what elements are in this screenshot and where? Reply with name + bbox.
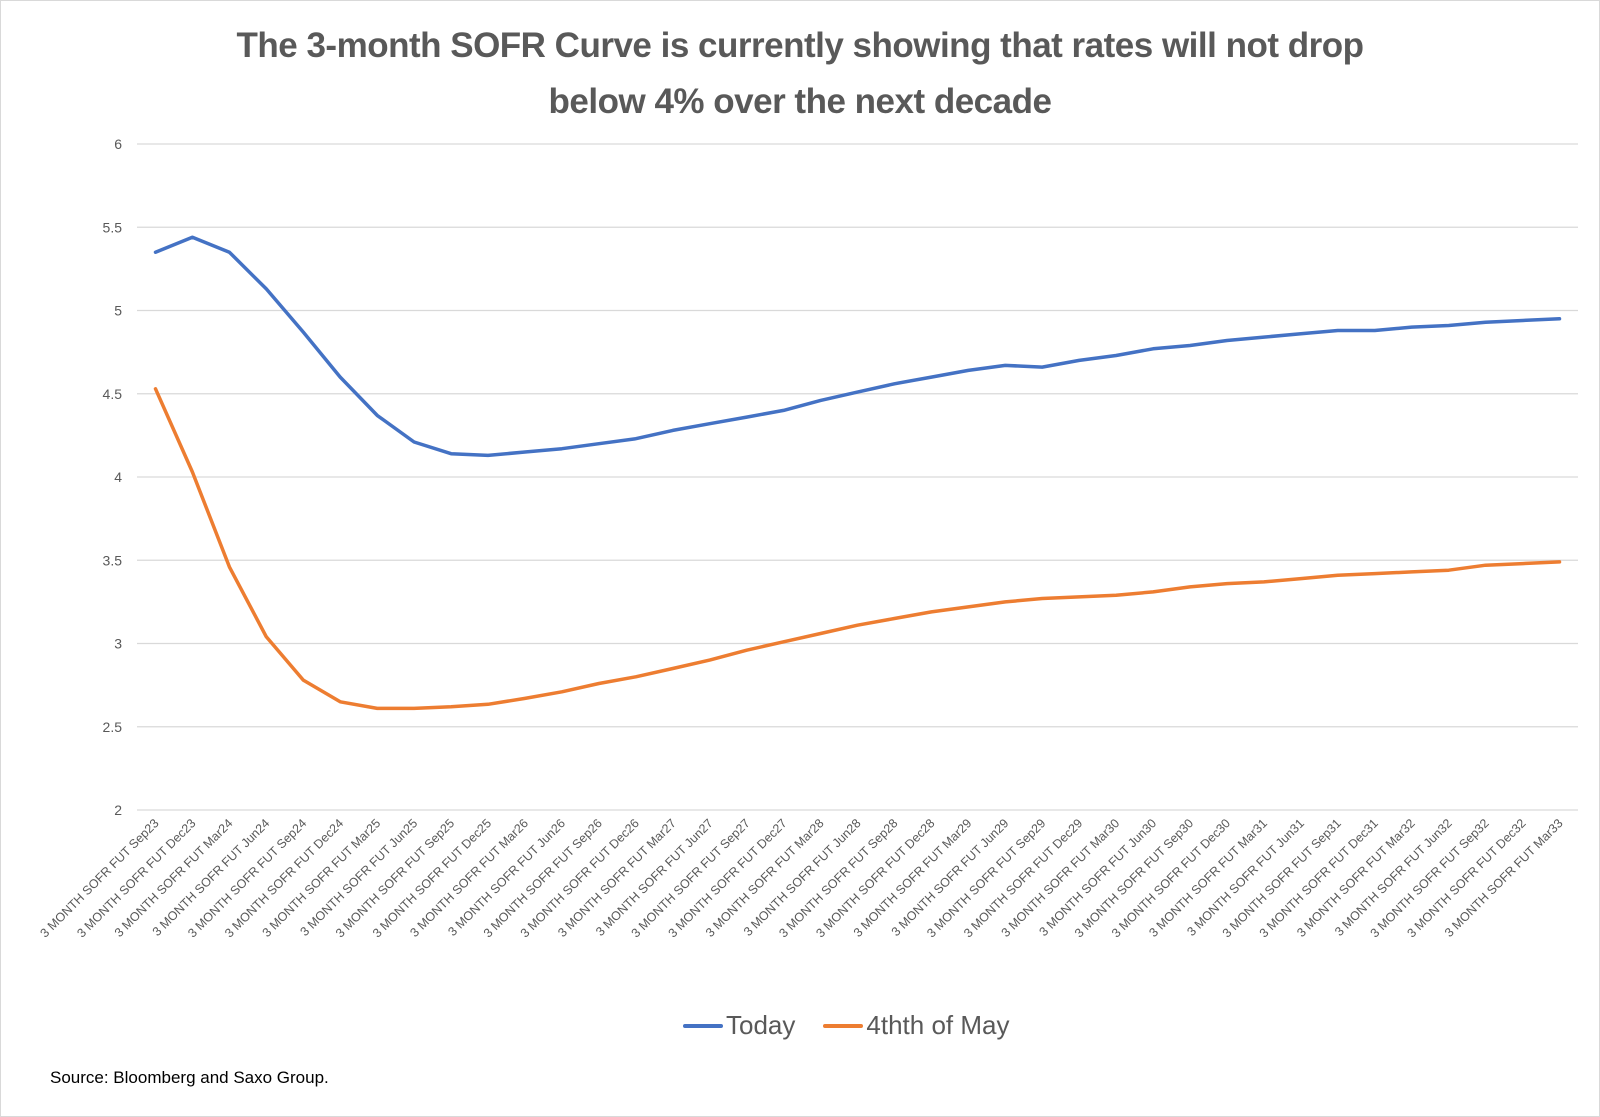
- y-tick-label: 4.5: [103, 386, 123, 402]
- y-tick-label: 2.5: [103, 719, 123, 735]
- y-tick-label: 3: [114, 636, 122, 652]
- source-note: Source: Bloomberg and Saxo Group.: [50, 1068, 329, 1087]
- line-chart: 2 2.5 3 3.5 4 4.5 5 5.5 6 3 MONTH SOFR FUT Sep23…: [37, 136, 1578, 940]
- legend-label-4th-of-may: 4thth of May: [866, 1010, 1010, 1040]
- y-tick-label: 6: [114, 136, 122, 152]
- gridlines: [137, 143, 1578, 811]
- series-lines: [153, 235, 1562, 711]
- legend-swatch-4th-of-may: [823, 1023, 864, 1028]
- y-tick-label: 5.5: [103, 219, 123, 235]
- legend-label-today: Today: [726, 1010, 796, 1040]
- chart-title-line-1: The 3-month SOFR Curve is currently show…: [236, 26, 1364, 65]
- y-axis-ticks: 2 2.5 3 3.5 4 4.5 5 5.5 6: [103, 136, 123, 818]
- legend-swatch-today: [683, 1023, 723, 1028]
- y-tick-label: 5: [114, 303, 122, 319]
- chart-title: The 3-month SOFR Curve is currently show…: [0, 18, 1600, 130]
- series-line-4thth-of-may: [153, 387, 1562, 711]
- legend-item-4th-of-may: 4thth of May: [823, 1010, 1009, 1041]
- series-line-today: [153, 235, 1562, 458]
- y-tick-label: 4: [114, 469, 122, 485]
- y-tick-label: 3.5: [103, 552, 123, 568]
- legend-item-today: Today: [683, 1010, 795, 1041]
- y-tick-label: 2: [114, 802, 122, 818]
- chart-title-line-2: below 4% over the next decade: [548, 82, 1052, 121]
- legend: Today 4thth of May: [683, 1010, 1037, 1041]
